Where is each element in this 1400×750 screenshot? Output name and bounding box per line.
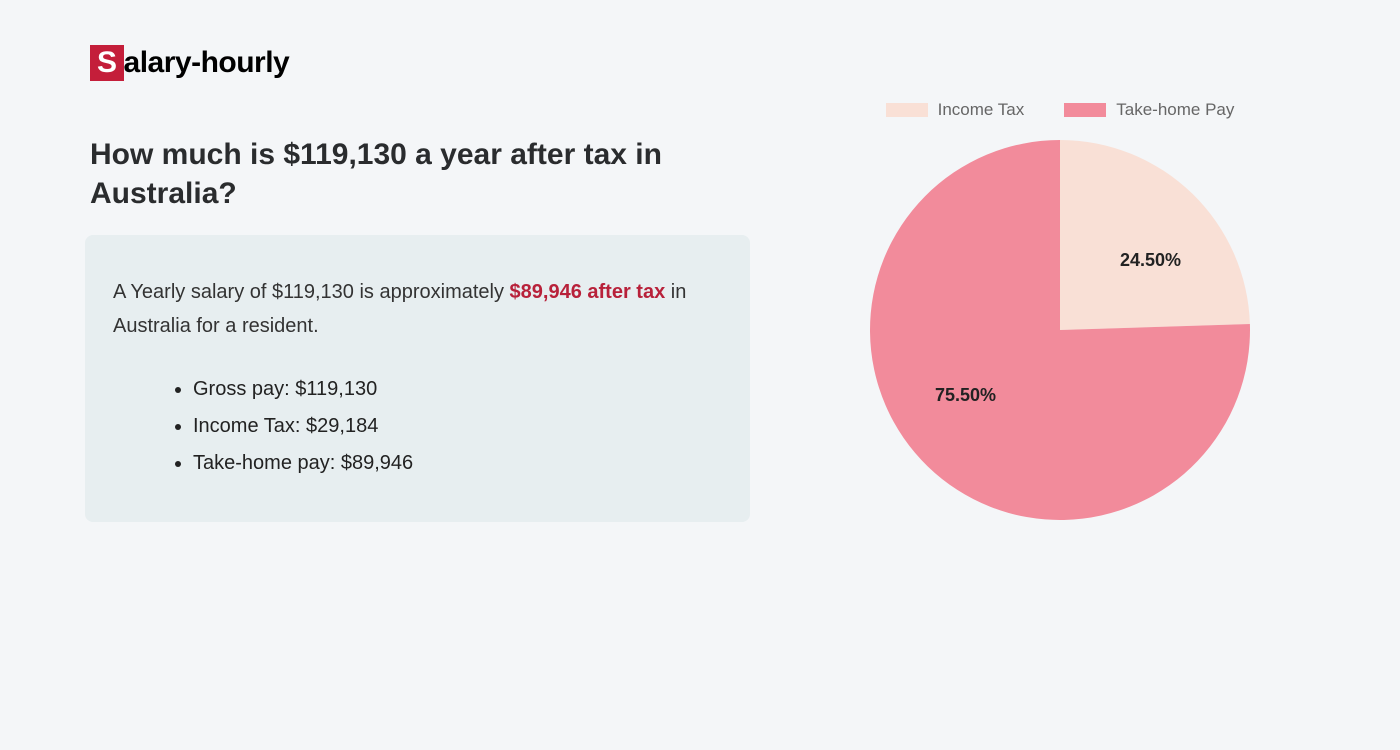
summary-text: A Yearly salary of $119,130 is approxima… bbox=[113, 275, 722, 343]
summary-prefix: A Yearly salary of $119,130 is approxima… bbox=[113, 281, 510, 303]
pie-chart-region: Income Tax Take-home Pay 24.50% 75.50% bbox=[820, 100, 1300, 520]
logo-text: alary-hourly bbox=[124, 46, 290, 80]
slice-label-takehome: 75.50% bbox=[935, 385, 996, 406]
pie-svg bbox=[870, 140, 1250, 520]
legend-item-income-tax: Income Tax bbox=[886, 100, 1025, 120]
pie-chart: 24.50% 75.50% bbox=[870, 140, 1250, 520]
list-item: Gross pay: $119,130 bbox=[193, 371, 722, 408]
slice-label-income-tax: 24.50% bbox=[1120, 250, 1181, 271]
summary-highlight: $89,946 after tax bbox=[510, 281, 666, 303]
page-title: How much is $119,130 a year after tax in… bbox=[90, 135, 710, 213]
site-logo: Salary-hourly bbox=[90, 45, 289, 81]
breakdown-list: Gross pay: $119,130 Income Tax: $29,184 … bbox=[113, 371, 722, 482]
chart-legend: Income Tax Take-home Pay bbox=[820, 100, 1300, 120]
logo-s-box: S bbox=[90, 45, 124, 81]
legend-swatch bbox=[1064, 103, 1106, 117]
legend-swatch bbox=[886, 103, 928, 117]
summary-box: A Yearly salary of $119,130 is approxima… bbox=[85, 235, 750, 522]
legend-label: Income Tax bbox=[938, 100, 1025, 120]
list-item: Income Tax: $29,184 bbox=[193, 408, 722, 445]
legend-label: Take-home Pay bbox=[1116, 100, 1234, 120]
legend-item-takehome: Take-home Pay bbox=[1064, 100, 1234, 120]
list-item: Take-home pay: $89,946 bbox=[193, 445, 722, 482]
